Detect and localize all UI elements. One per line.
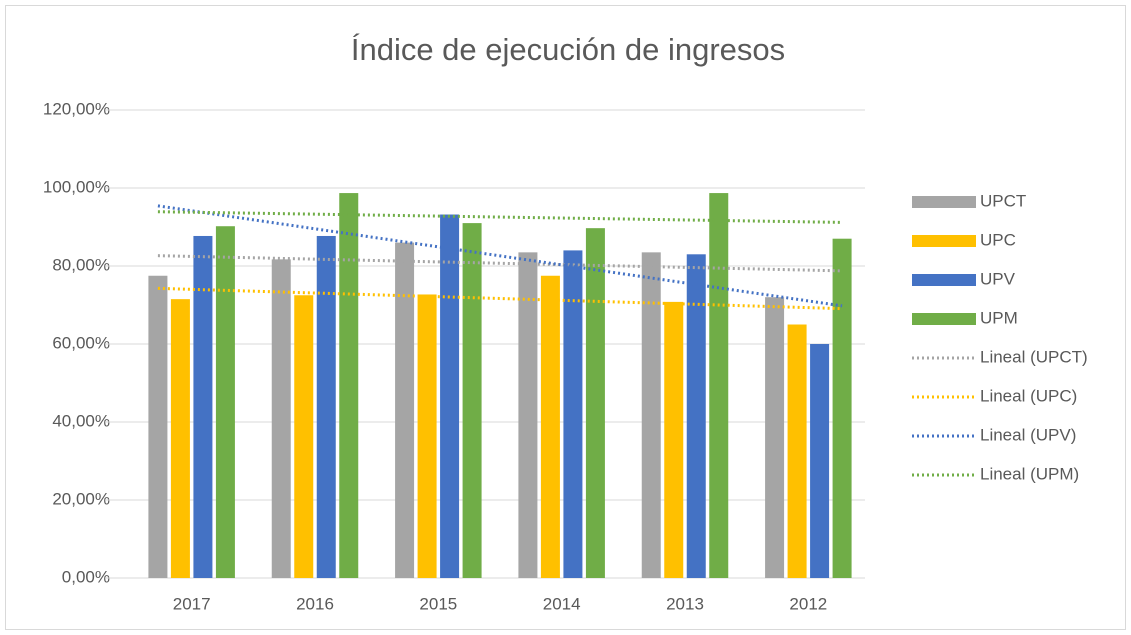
bar	[417, 294, 437, 578]
bar	[316, 235, 336, 578]
trendline	[157, 210, 843, 224]
bar	[563, 250, 583, 578]
x-tick-label: 2012	[789, 594, 827, 613]
legend-label: Lineal (UPV)	[980, 425, 1076, 444]
bar	[832, 238, 852, 578]
bar	[765, 297, 785, 578]
legend-label: UPV	[980, 269, 1016, 288]
legend-label: Lineal (UPCT)	[980, 347, 1088, 366]
bar	[585, 228, 605, 579]
x-tick-label: 2016	[296, 594, 334, 613]
bar	[170, 299, 190, 578]
legend-label: UPC	[980, 230, 1016, 249]
bar	[664, 301, 684, 578]
x-tick-label: 2015	[419, 594, 457, 613]
bar	[787, 324, 807, 578]
y-tick-label: 0,00%	[62, 567, 110, 586]
legend-swatch	[912, 274, 976, 286]
bar	[294, 295, 314, 578]
legend-label: Lineal (UPM)	[980, 464, 1079, 483]
chart-title: Índice de ejecución de ingresos	[351, 32, 785, 67]
trendline	[157, 286, 843, 311]
bar	[641, 252, 661, 578]
legend-label: UPCT	[980, 191, 1026, 210]
bar	[395, 242, 415, 578]
bar	[686, 254, 706, 579]
trendline	[157, 204, 843, 308]
x-tick-label: 2017	[173, 594, 211, 613]
legend-label: Lineal (UPC)	[980, 386, 1077, 405]
bar	[215, 226, 235, 578]
bar	[462, 223, 482, 578]
legend-label: UPM	[980, 308, 1018, 327]
bar	[193, 235, 213, 578]
x-tick-label: 2014	[543, 594, 581, 613]
bar	[271, 259, 291, 578]
bar	[339, 193, 359, 578]
x-tick-label: 2013	[666, 594, 704, 613]
bar	[810, 344, 830, 578]
y-tick-label: 120,00%	[43, 99, 110, 118]
trendline	[157, 254, 843, 273]
legend-swatch	[912, 235, 976, 247]
bar	[540, 275, 560, 578]
bar	[440, 214, 460, 578]
y-tick-label: 80,00%	[52, 255, 110, 274]
legend-swatch	[912, 313, 976, 325]
bar	[709, 193, 729, 578]
bar	[148, 275, 168, 578]
legend-swatch	[912, 196, 976, 208]
bar	[518, 252, 538, 578]
y-tick-label: 60,00%	[52, 333, 110, 352]
y-tick-label: 100,00%	[43, 177, 110, 196]
y-tick-label: 20,00%	[52, 489, 110, 508]
y-tick-label: 40,00%	[52, 411, 110, 430]
